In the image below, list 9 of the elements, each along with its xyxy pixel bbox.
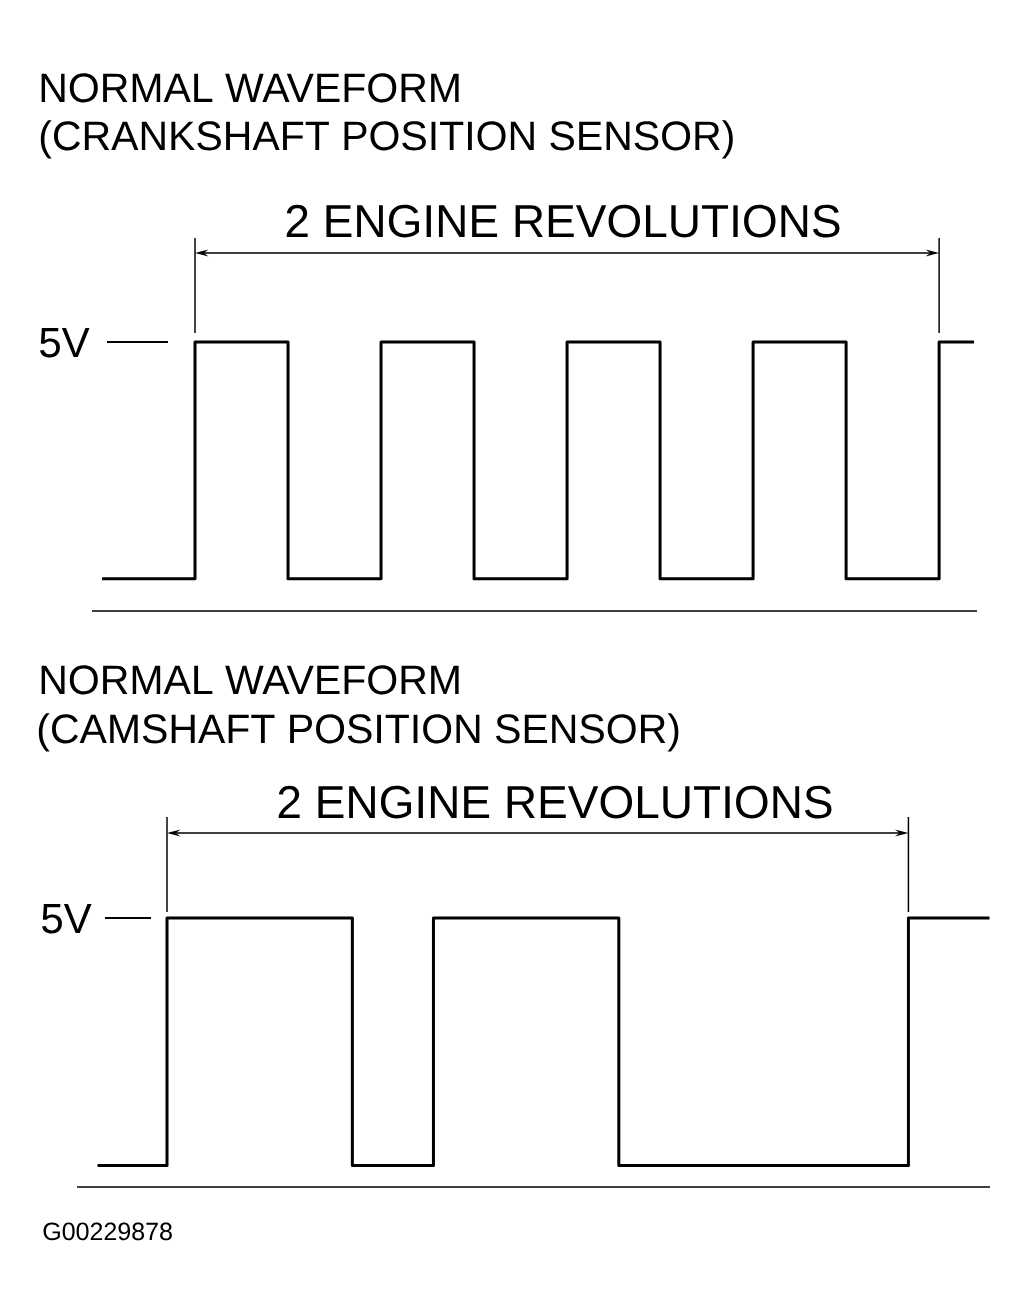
chart-subtitle: (CAMSHAFT POSITION SENSOR) — [38, 713, 679, 752]
text: 2 ENGINE REVOLUTIONS — [278, 785, 832, 819]
text: G00229878 — [43, 1222, 172, 1241]
text: 2 ENGINE REVOLUTIONS — [286, 204, 840, 238]
annotation: 5V — [42, 904, 92, 934]
text: 5V — [40, 328, 90, 358]
chart-title: NORMAL WAVEFORM — [41, 665, 459, 695]
chart-title: NORMAL WAVEFORM — [41, 73, 459, 103]
chart-subtitle: (CRANKSHAFT POSITION SENSOR) — [40, 120, 733, 159]
